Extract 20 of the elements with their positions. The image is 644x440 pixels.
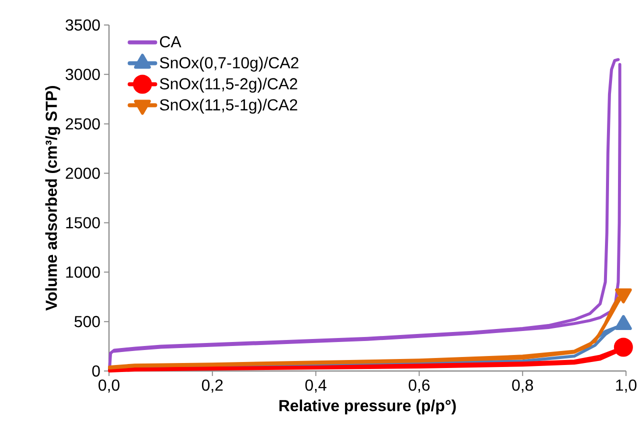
y-tick-label: 2500 (66, 118, 100, 130)
y-tick-label: 3000 (66, 68, 100, 80)
legend-label: SnOx(11,5-2g)/CA2 (160, 78, 298, 93)
x-tick-label: 0,6 (408, 380, 430, 393)
x-tick-label: 0,4 (305, 380, 326, 393)
y-tick-label: 3500 (66, 19, 100, 31)
x-tick-label: 0,0 (98, 380, 120, 393)
y-tick-label: 0 (92, 365, 100, 377)
x-tick-label: 0,8 (512, 380, 533, 393)
y-tick-label: 1000 (66, 266, 100, 278)
x-tick-label: 0,2 (202, 380, 223, 393)
x-tick-label: 1,0 (616, 380, 636, 393)
legend-label: CA (160, 36, 182, 48)
x-axis-title: Relative pressure (p/p°) (279, 400, 456, 414)
legend-label: SnOx(11,5-1g)/CA2 (160, 98, 298, 114)
y-axis-title: Volume adsorbed (cm³/g STP) (45, 86, 60, 311)
y-tick-label: 1500 (66, 217, 100, 228)
y-tick-label: 2000 (66, 168, 100, 179)
y-tick-label: 500 (74, 316, 100, 328)
legend-label: SnOx(0,7-10g)/CA2 (160, 56, 298, 72)
